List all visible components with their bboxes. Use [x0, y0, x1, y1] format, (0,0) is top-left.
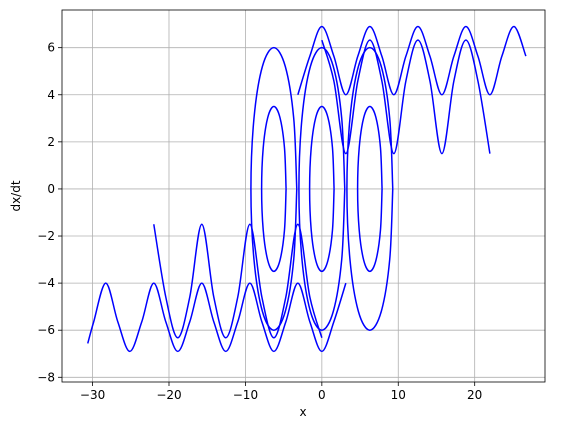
y-tick-label: −4 — [37, 276, 55, 290]
x-tick-label: 10 — [391, 388, 406, 402]
trajectory — [346, 46, 394, 331]
y-tick-label: −6 — [37, 323, 55, 337]
y-tick-label: 0 — [47, 182, 55, 196]
trajectory — [297, 25, 527, 96]
trajectory — [356, 105, 383, 273]
trajectory — [308, 105, 335, 273]
y-tick-label: 6 — [47, 41, 55, 55]
y-tick-label: −8 — [37, 370, 55, 384]
x-tick-label: −30 — [80, 388, 105, 402]
y-axis-label: dx/dt — [9, 180, 23, 211]
trajectory — [250, 46, 298, 331]
trajectory — [260, 105, 287, 273]
trajectory — [321, 39, 491, 155]
y-tick-label: 4 — [47, 88, 55, 102]
x-tick-label: 20 — [467, 388, 482, 402]
x-tick-label: 0 — [318, 388, 326, 402]
x-axis-label: x — [299, 405, 306, 419]
x-tick-label: −10 — [233, 388, 258, 402]
trajectory — [87, 282, 347, 353]
trajectory — [298, 46, 346, 331]
y-tick-label: 2 — [47, 135, 55, 149]
y-tick-label: −2 — [37, 229, 55, 243]
x-tick-label: −20 — [156, 388, 181, 402]
plot-frame — [61, 9, 546, 383]
